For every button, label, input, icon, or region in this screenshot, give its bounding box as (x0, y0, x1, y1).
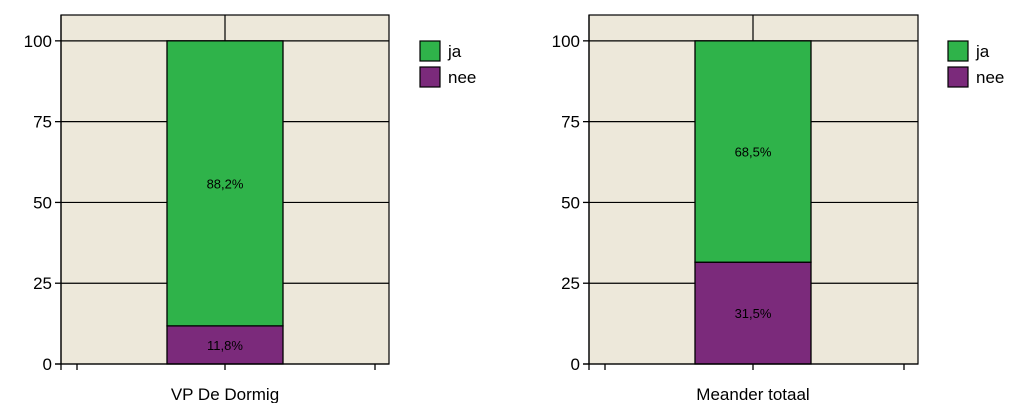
bar-segment-nee (166, 325, 284, 365)
y-tick-label: 25 (33, 274, 52, 293)
y-tick-label: 100 (24, 32, 52, 51)
data-label-nee: 11,8% (207, 338, 243, 353)
legend-swatch-nee (947, 66, 969, 88)
chart-panel-2: 31,5% 68,5% 0 25 50 75 100 Meander totaal ja nee (552, 14, 1004, 403)
y-tick-label: 0 (571, 355, 580, 374)
bar-segment-ja (694, 40, 812, 263)
legend-swatch-ja (419, 40, 441, 62)
legend-label-ja: ja (447, 42, 462, 61)
chart-panel-1: 11,8% 88,2% 0 25 50 75 100 VP De Dormig ja nee (24, 14, 476, 403)
y-tick-label: 50 (561, 193, 580, 212)
data-label-ja: 88,2% (207, 176, 244, 191)
bar-segment-nee (694, 261, 812, 365)
data-label-ja: 68,5% (735, 145, 772, 160)
legend-label-ja: ja (975, 42, 990, 61)
bar-segment-ja (166, 40, 284, 327)
legend-label-nee: nee (448, 68, 476, 87)
y-tick-label: 0 (43, 355, 52, 374)
y-tick-label: 75 (33, 113, 52, 132)
legend-swatch-nee (419, 66, 441, 88)
y-tick-label: 25 (561, 274, 580, 293)
x-category-label: Meander totaal (696, 385, 809, 403)
y-tick-label: 50 (33, 193, 52, 212)
legend-label-nee: nee (976, 68, 1004, 87)
legend-swatch-ja (947, 40, 969, 62)
y-tick-label: 75 (561, 113, 580, 132)
legend: ja nee (419, 40, 476, 88)
data-label-nee: 31,5% (735, 306, 772, 321)
y-tick-label: 100 (552, 32, 580, 51)
x-category-label: VP De Dormig (171, 385, 279, 403)
legend: ja nee (947, 40, 1004, 88)
